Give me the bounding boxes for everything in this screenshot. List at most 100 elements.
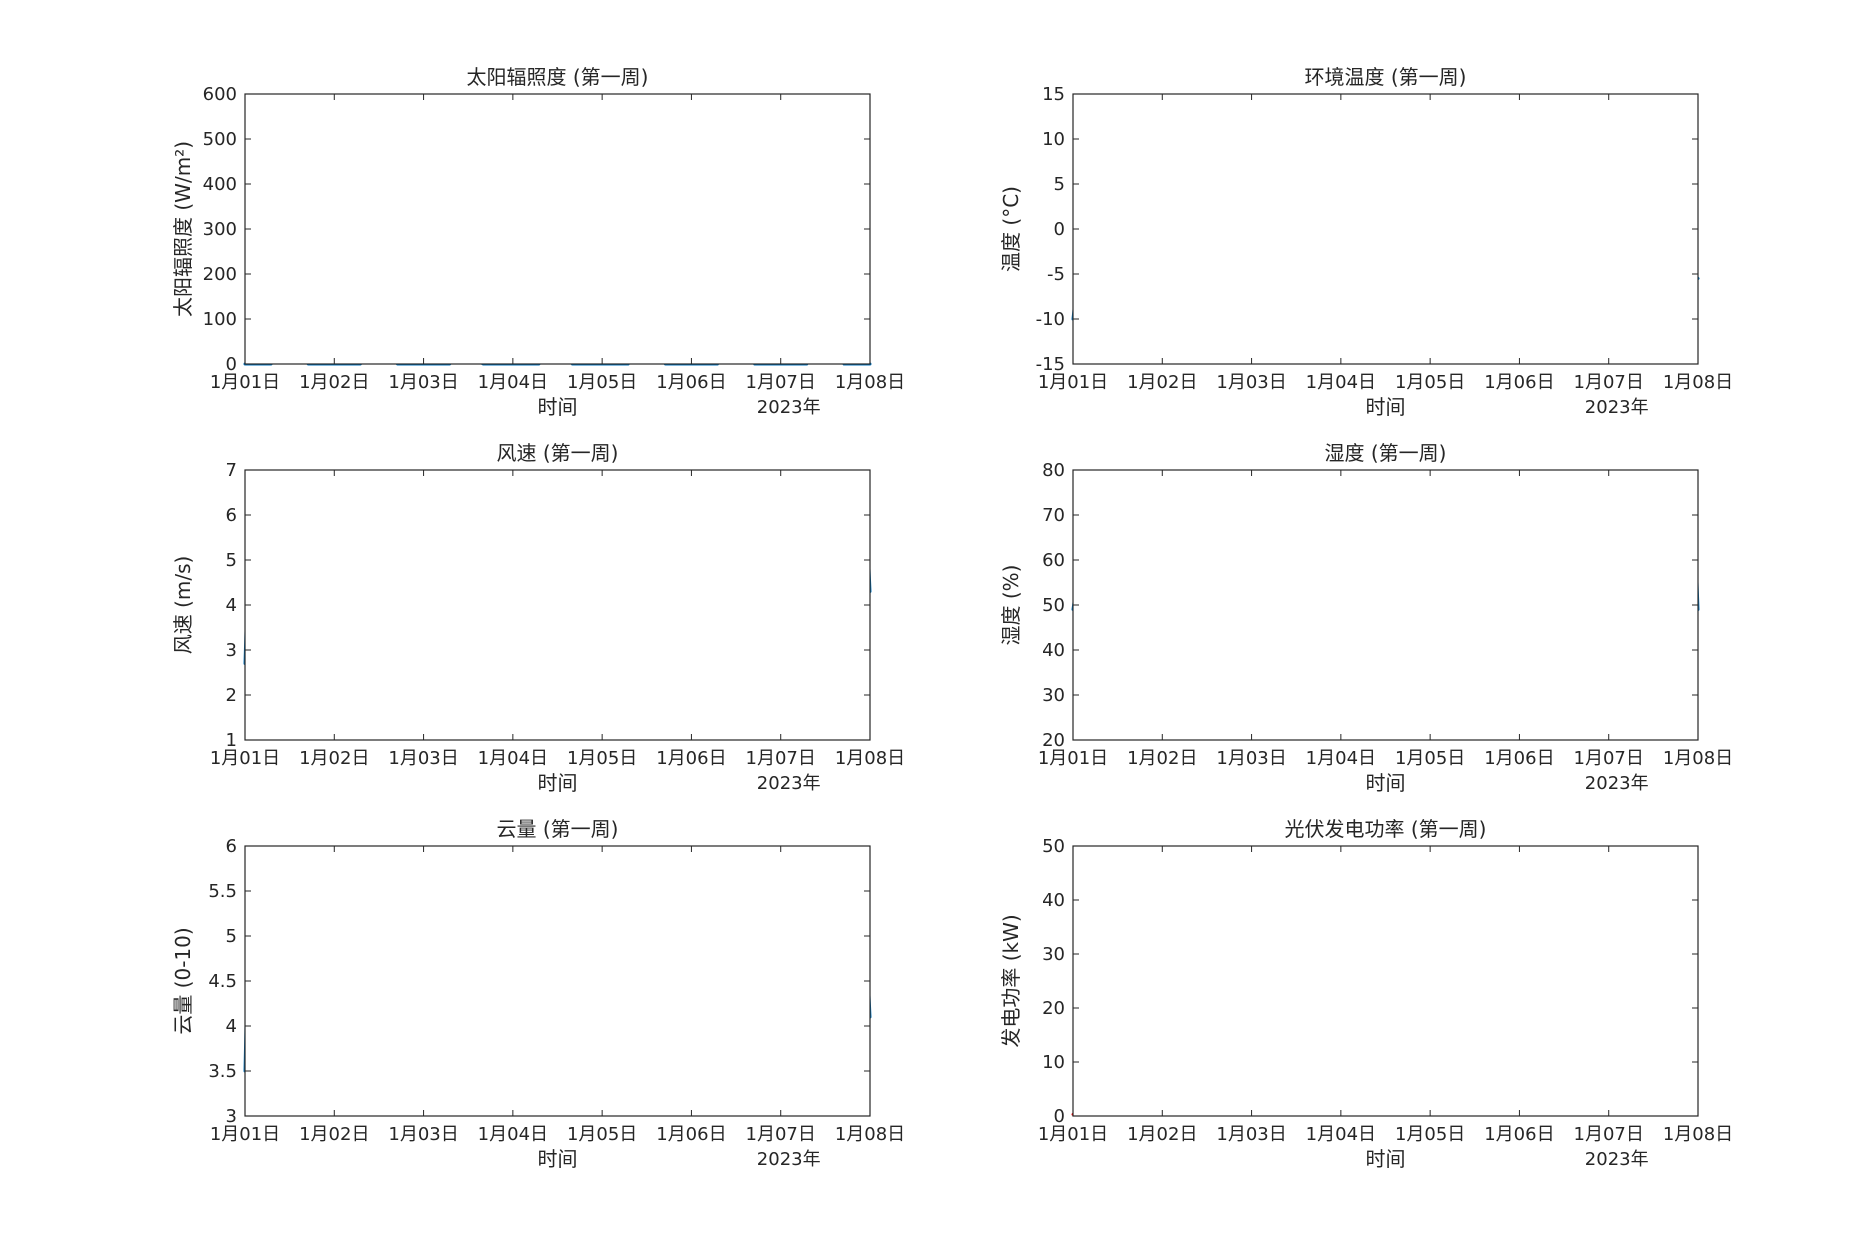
- y-tick-label: 3.5: [208, 1061, 237, 1082]
- y-tick-label: 4: [226, 595, 237, 616]
- chart-title: 风速 (第一周): [497, 441, 619, 465]
- x-tick-label: 1月08日: [835, 372, 905, 393]
- x-tick-label: 1月06日: [1484, 748, 1554, 769]
- x-tick-label: 1月07日: [746, 748, 816, 769]
- x-tick-label: 1月07日: [1574, 1124, 1644, 1145]
- axes-box: [1072, 93, 1699, 365]
- axes-box: [244, 93, 871, 365]
- x-tick-label: 1月07日: [746, 1124, 816, 1145]
- x-tick-label: 1月08日: [1663, 372, 1733, 393]
- y-tick-label: 30: [1042, 944, 1065, 965]
- y-axis-label: 太阳辐照度 (W/m²): [171, 141, 195, 317]
- y-tick-label: 4.5: [208, 971, 237, 992]
- x-tick-label: 1月05日: [567, 1124, 637, 1145]
- x-tick-label: 1月05日: [567, 748, 637, 769]
- y-tick-label: 5: [1054, 174, 1065, 195]
- x-tick-label: 1月01日: [210, 748, 280, 769]
- chart-panel-1: 1月01日 1月02日 1月03日 1月04日 1月05日 1月06日 1月07日 1月08日…: [171, 65, 905, 419]
- y-tick-label: 600: [203, 84, 237, 105]
- x-axis-label: 时间: [538, 395, 578, 419]
- x-axis-year-label: 2023年: [1585, 773, 1649, 794]
- x-tick-label: 1月02日: [1127, 748, 1197, 769]
- chart-panel-4: 1月01日 1月02日 1月03日 1月04日 1月05日 1月06日 1月07日 1月08日…: [999, 441, 1733, 795]
- x-tick-label: 1月03日: [1216, 1124, 1286, 1145]
- y-tick-label: 0: [1054, 219, 1065, 240]
- x-tick-label: 1月05日: [1395, 748, 1465, 769]
- x-axis-year-label: 2023年: [757, 397, 821, 418]
- x-tick-label: 1月06日: [656, 1124, 726, 1145]
- x-tick-label: 1月06日: [656, 372, 726, 393]
- y-tick-label: 15: [1042, 84, 1065, 105]
- y-tick-label: 0: [226, 354, 237, 375]
- y-tick-label: 5: [226, 550, 237, 571]
- y-tick-label: -10: [1036, 309, 1065, 330]
- y-tick-label: 7: [226, 460, 237, 481]
- x-tick-label: 1月08日: [1663, 1124, 1733, 1145]
- chart-title: 环境温度 (第一周): [1305, 65, 1467, 89]
- x-tick-label: 1月06日: [1484, 1124, 1554, 1145]
- x-tick-label: 1月02日: [1127, 372, 1197, 393]
- x-tick-label: 1月01日: [1038, 748, 1108, 769]
- y-tick-label: 10: [1042, 1052, 1065, 1073]
- y-axis-label: 发电功率 (kW): [999, 914, 1023, 1047]
- y-tick-label: 0: [1054, 1106, 1065, 1127]
- y-tick-label: 50: [1042, 595, 1065, 616]
- x-tick-label: 1月03日: [388, 748, 458, 769]
- x-tick-label: 1月03日: [1216, 748, 1286, 769]
- chart-title: 湿度 (第一周): [1325, 441, 1447, 465]
- x-tick-label: 1月01日: [210, 1124, 280, 1145]
- x-tick-label: 1月04日: [1306, 1124, 1376, 1145]
- y-tick-label: 10: [1042, 129, 1065, 150]
- y-tick-label: 40: [1042, 890, 1065, 911]
- y-tick-label: 3: [226, 1106, 237, 1127]
- x-tick-label: 1月03日: [1216, 372, 1286, 393]
- x-tick-label: 1月04日: [1306, 748, 1376, 769]
- chart-title: 太阳辐照度 (第一周): [467, 65, 649, 89]
- y-tick-label: 40: [1042, 640, 1065, 661]
- x-tick-label: 1月07日: [1574, 748, 1644, 769]
- y-axis-label: 湿度 (%): [999, 565, 1023, 646]
- x-tick-label: 1月08日: [1663, 748, 1733, 769]
- y-tick-label: 5: [226, 926, 237, 947]
- axes-box: [1072, 845, 1699, 1117]
- y-tick-label: 200: [203, 264, 237, 285]
- y-axis-label: 温度 (°C): [999, 186, 1023, 272]
- axes-box: [244, 845, 871, 1117]
- x-tick-label: 1月08日: [835, 748, 905, 769]
- x-tick-label: 1月03日: [388, 1124, 458, 1145]
- chart-title: 光伏发电功率 (第一周): [1285, 817, 1487, 841]
- x-axis-label: 时间: [538, 1147, 578, 1171]
- x-tick-label: 1月01日: [1038, 372, 1108, 393]
- x-tick-label: 1月04日: [478, 1124, 548, 1145]
- y-tick-label: 50: [1042, 836, 1065, 857]
- y-axis-label: 风速 (m/s): [171, 556, 195, 655]
- y-tick-label: 500: [203, 129, 237, 150]
- y-tick-label: 2: [226, 685, 237, 706]
- x-axis-label: 时间: [1366, 771, 1406, 795]
- y-tick-label: 30: [1042, 685, 1065, 706]
- x-axis-label: 时间: [1366, 1147, 1406, 1171]
- x-tick-label: 1月04日: [1306, 372, 1376, 393]
- x-tick-label: 1月08日: [835, 1124, 905, 1145]
- x-tick-label: 1月03日: [388, 372, 458, 393]
- chart-title: 云量 (第一周): [497, 817, 619, 841]
- y-tick-label: 60: [1042, 550, 1065, 571]
- y-tick-label: 100: [203, 309, 237, 330]
- x-tick-label: 1月02日: [299, 748, 369, 769]
- x-tick-label: 1月05日: [567, 372, 637, 393]
- y-tick-label: 4: [226, 1016, 237, 1037]
- x-tick-label: 1月07日: [746, 372, 816, 393]
- y-tick-label: 5.5: [208, 881, 237, 902]
- chart-panel-2: 1月01日 1月02日 1月03日 1月04日 1月05日 1月06日 1月07日 1月08日…: [999, 65, 1733, 419]
- y-tick-label: -15: [1036, 354, 1065, 375]
- x-tick-label: 1月06日: [656, 748, 726, 769]
- x-axis-year-label: 2023年: [1585, 1149, 1649, 1170]
- y-tick-label: 80: [1042, 460, 1065, 481]
- x-tick-label: 1月01日: [1038, 1124, 1108, 1145]
- chart-panel-6: 1月01日 1月02日 1月03日 1月04日 1月05日 1月06日 1月07日 1月08日…: [999, 817, 1733, 1171]
- x-axis-label: 时间: [538, 771, 578, 795]
- x-tick-label: 1月06日: [1484, 372, 1554, 393]
- y-tick-label: -5: [1047, 264, 1065, 285]
- x-tick-label: 1月02日: [299, 1124, 369, 1145]
